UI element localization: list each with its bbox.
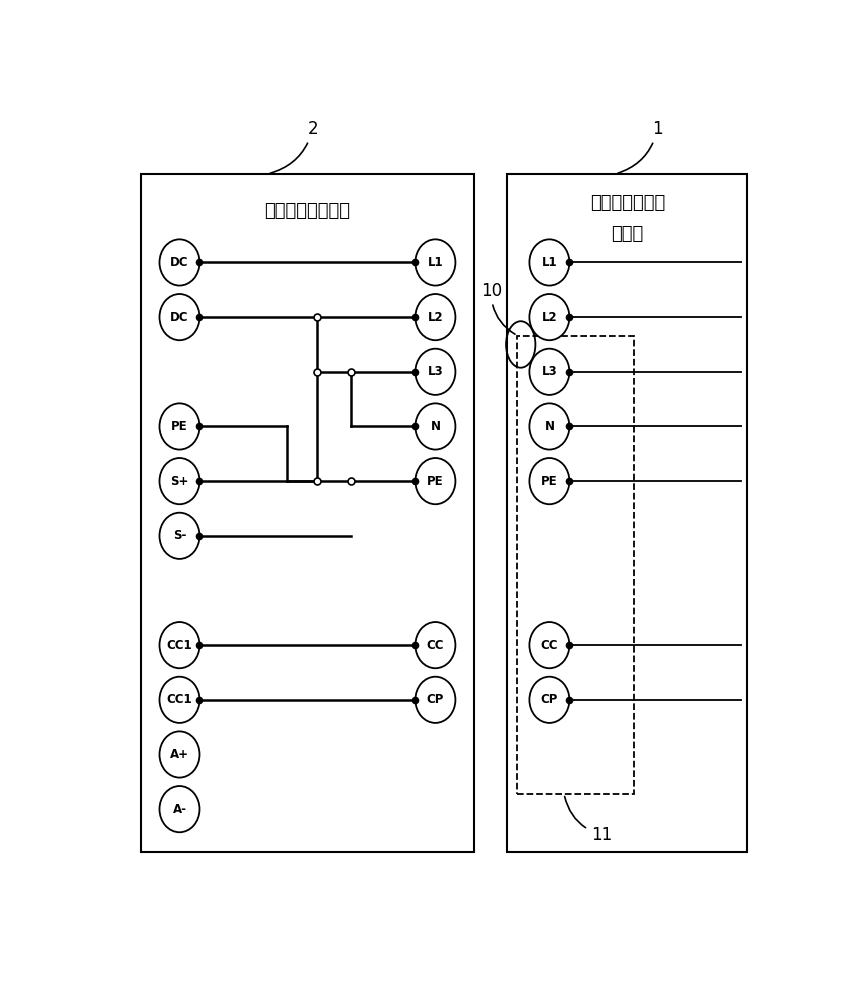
Bar [518,336,634,794]
Circle shape [159,239,200,286]
Text: CC1: CC1 [167,639,193,652]
Text: DC: DC [170,256,188,269]
Text: 2: 2 [270,120,318,173]
Circle shape [159,403,200,450]
Text: A-: A- [173,803,187,816]
Circle shape [530,622,569,668]
Text: PE: PE [541,475,557,488]
Text: PE: PE [171,420,187,433]
Text: 1: 1 [618,120,663,173]
Circle shape [415,622,456,668]
Circle shape [159,294,200,340]
Circle shape [530,349,569,395]
Text: A+: A+ [170,748,189,761]
Text: L3: L3 [427,365,443,378]
Bar [507,174,747,852]
Circle shape [415,677,456,723]
Circle shape [415,458,456,504]
Text: 直转交充电适配器: 直转交充电适配器 [265,202,351,220]
Circle shape [415,349,456,395]
Text: L2: L2 [542,311,557,324]
Circle shape [415,239,456,286]
Circle shape [159,513,200,559]
Circle shape [530,239,569,286]
Circle shape [415,403,456,450]
Circle shape [415,294,456,340]
Text: CP: CP [541,693,558,706]
Text: 电插座: 电插座 [611,225,643,243]
Text: L2: L2 [427,311,443,324]
Circle shape [530,677,569,723]
Circle shape [159,458,200,504]
Circle shape [530,403,569,450]
Bar [141,174,474,852]
Circle shape [159,786,200,832]
Text: PE: PE [427,475,444,488]
Text: CP: CP [427,693,444,706]
Circle shape [530,458,569,504]
Text: S+: S+ [170,475,188,488]
Text: L1: L1 [542,256,557,269]
Text: 车载单相交流充: 车载单相交流充 [590,194,665,212]
Text: N: N [430,420,440,433]
Text: DC: DC [170,311,188,324]
Circle shape [159,622,200,668]
Text: S-: S- [173,529,186,542]
Text: CC1: CC1 [167,693,193,706]
Text: L1: L1 [427,256,443,269]
Text: N: N [544,420,555,433]
Circle shape [159,731,200,778]
Circle shape [530,294,569,340]
Text: 11: 11 [565,796,612,844]
Text: L3: L3 [542,365,557,378]
Text: CC: CC [541,639,558,652]
Circle shape [159,677,200,723]
Text: 10: 10 [481,282,515,334]
Text: CC: CC [427,639,444,652]
